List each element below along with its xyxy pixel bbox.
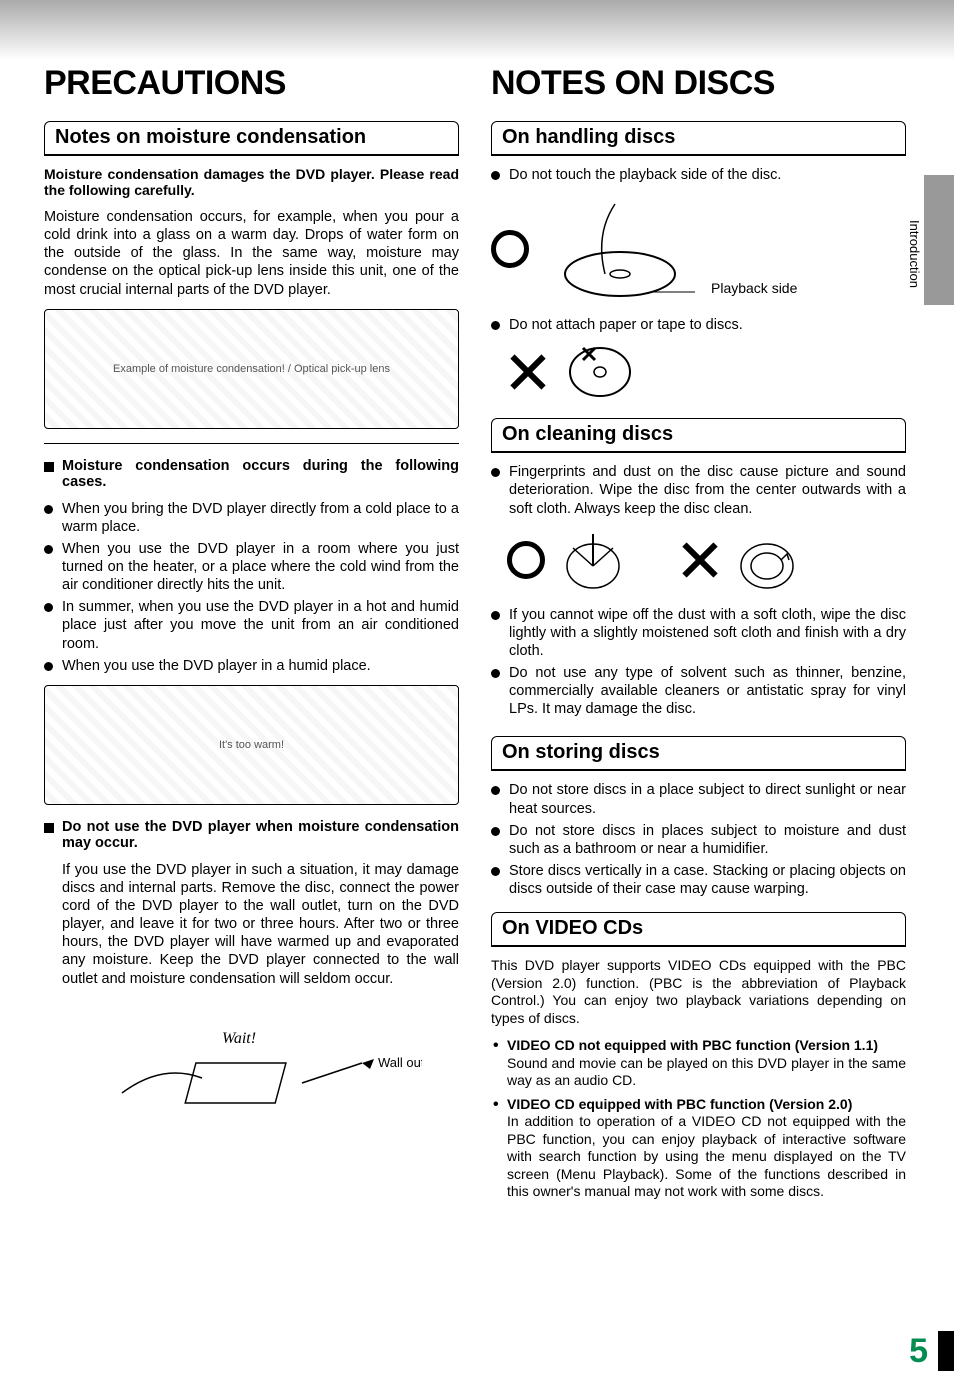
store-b3: Store discs vertically in a case. Stacki…	[491, 862, 906, 898]
figure-caption: It's too warm!	[219, 739, 284, 751]
clean-b3: Do not use any type of solvent such as t…	[491, 664, 906, 718]
section-video-head: On VIDEO CDs	[491, 912, 906, 947]
ok-icon	[491, 230, 529, 268]
video-b1-title: VIDEO CD not equipped with PBC function …	[507, 1037, 878, 1053]
figure-condensation-example: Example of moisture condensation! / Opti…	[44, 309, 459, 429]
donot-body: If you use the DVD player in such a situ…	[44, 861, 459, 988]
section-cleaning-head: On cleaning discs	[491, 418, 906, 453]
side-tab-label: Introduction	[907, 220, 922, 288]
handling-b2: Do not attach paper or tape to discs.	[491, 316, 906, 334]
wipe-radial-icon	[563, 528, 623, 592]
donot-heading: Do not use the DVD player when moisture …	[44, 819, 459, 851]
cross-icon	[507, 352, 547, 392]
left-column: PRECAUTIONS Notes on moisture condensati…	[44, 64, 459, 1207]
page: Introduction PRECAUTIONS Notes on moistu…	[0, 0, 954, 1383]
page-number: 5	[909, 1332, 928, 1371]
video-cd-item: VIDEO CD not equipped with PBC function …	[491, 1037, 906, 1090]
video-bullets: VIDEO CD not equipped with PBC function …	[491, 1037, 906, 1201]
disc-hand-illustration	[545, 194, 695, 304]
section-handling-head: On handling discs	[491, 121, 906, 156]
video-b2-title: VIDEO CD equipped with PBC function (Ver…	[507, 1096, 852, 1112]
cases-heading-text: Moisture condensation occurs during the …	[62, 458, 459, 490]
video-b1-body: Sound and movie can be played on this DV…	[507, 1055, 906, 1089]
two-columns: PRECAUTIONS Notes on moisture condensati…	[44, 0, 906, 1207]
page-number-bar	[938, 1331, 954, 1371]
section-moisture-head: Notes on moisture condensation	[44, 121, 459, 156]
cases-list: When you bring the DVD player directly f…	[44, 500, 459, 675]
case-item: When you use the DVD player in a room wh…	[44, 540, 459, 594]
clean-b1: Fingerprints and dust on the disc cause …	[491, 463, 906, 517]
square-bullet-icon	[44, 462, 54, 472]
video-b2-body: In addition to operation of a VIDEO CD n…	[507, 1113, 906, 1199]
right-column: NOTES ON DISCS On handling discs Do not …	[491, 64, 906, 1207]
handling-list-1: Do not touch the playback side of the di…	[491, 166, 906, 184]
figure-no-tape	[507, 344, 906, 400]
section-storing-head: On storing discs	[491, 736, 906, 771]
cleaning-list-2: If you cannot wipe off the dust with a s…	[491, 606, 906, 719]
case-item: In summer, when you use the DVD player i…	[44, 598, 459, 652]
figure-wall-outlet: Wait! Wall outlet	[44, 998, 459, 1128]
moisture-warning: Moisture condensation damages the DVD pl…	[44, 166, 459, 198]
svg-text:Wait!: Wait!	[222, 1030, 256, 1047]
taped-disc-icon	[565, 344, 635, 400]
figure-wipe-direction	[507, 528, 906, 592]
left-title: PRECAUTIONS	[44, 64, 459, 103]
donot-heading-text: Do not use the DVD player when moisture …	[62, 819, 459, 851]
playback-side-label: Playback side	[711, 280, 797, 296]
figure-too-warm: It's too warm!	[44, 685, 459, 805]
cross-icon	[679, 540, 719, 580]
handling-list-2: Do not attach paper or tape to discs.	[491, 316, 906, 334]
store-b1: Do not store discs in a place subject to…	[491, 781, 906, 817]
side-tab	[924, 175, 954, 305]
rule-1	[44, 443, 459, 444]
video-cd-item: VIDEO CD equipped with PBC function (Ver…	[491, 1096, 906, 1201]
case-item: When you bring the DVD player directly f…	[44, 500, 459, 536]
right-title: NOTES ON DISCS	[491, 64, 906, 103]
cleaning-list-1: Fingerprints and dust on the disc cause …	[491, 463, 906, 517]
video-intro: This DVD player supports VIDEO CDs equip…	[491, 957, 906, 1027]
ok-icon	[507, 541, 545, 579]
case-item: When you use the DVD player in a humid p…	[44, 657, 459, 675]
storing-list: Do not store discs in a place subject to…	[491, 781, 906, 898]
wall-outlet-label: Wall outlet	[378, 1055, 422, 1070]
cases-heading: Moisture condensation occurs during the …	[44, 458, 459, 490]
moisture-para1: Moisture condensation occurs, for exampl…	[44, 208, 459, 299]
store-b2: Do not store discs in places subject to …	[491, 822, 906, 858]
wipe-circular-icon	[737, 528, 797, 592]
clean-b2: If you cannot wipe off the dust with a s…	[491, 606, 906, 660]
handling-b1: Do not touch the playback side of the di…	[491, 166, 906, 184]
figure-caption: Example of moisture condensation! / Opti…	[113, 363, 390, 375]
square-bullet-icon	[44, 823, 54, 833]
wall-outlet-illustration: Wait! Wall outlet	[82, 1003, 422, 1123]
figure-playback-side: Playback side	[491, 194, 906, 304]
